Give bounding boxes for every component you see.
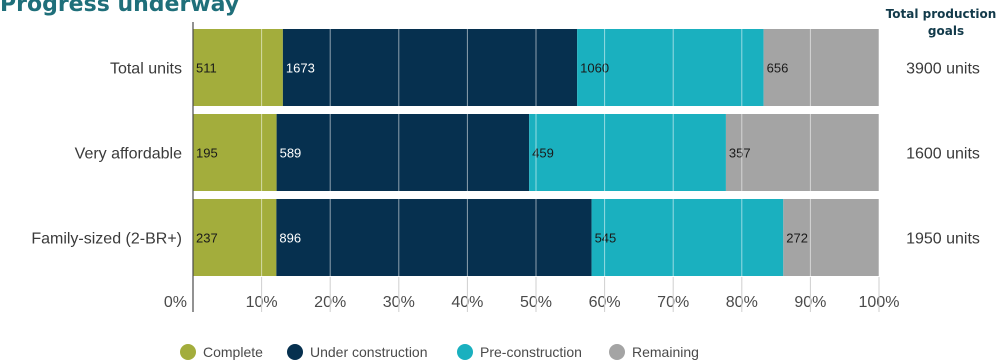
category-label: Very affordable [75,146,182,163]
bar-segment [763,29,879,106]
gridlines [192,22,880,312]
bar-segment [529,114,726,191]
data-label: 545 [595,231,617,246]
data-label: 656 [767,61,789,76]
bar-segment [591,199,784,276]
legend-label: Complete [203,344,263,360]
data-label: 896 [279,231,301,246]
data-label: 589 [280,146,302,161]
bar-segment [282,29,578,106]
legend-marker [457,344,473,360]
bar-segment [577,29,764,106]
legend-marker [180,344,196,360]
x-tick-labels: 0% 10% 20% 30% 40% 50% 60% 70% 80% 90% 100% [164,294,900,311]
legend: Complete Under construction Pre-constructi… [180,344,699,360]
legend-label: Pre-construction [480,344,582,360]
x-tick-label: 0% [164,294,187,311]
data-label: 272 [786,231,808,246]
bars: 511 1673 1060 656 195 589 459 357 237 896 545 272 [193,29,879,276]
bar-segment [193,29,283,106]
category-label: Total units [110,61,182,78]
bar-segment [783,199,879,276]
goal-label: 1600 units [906,146,980,163]
data-label: 1673 [286,61,315,76]
data-label: 357 [729,146,751,161]
chart-title: Progress underway [0,0,239,17]
legend-label: Remaining [632,344,699,360]
data-label: 237 [196,231,218,246]
bar-segment [725,114,879,191]
bar-segment [193,114,277,191]
data-label: 511 [196,61,217,76]
legend-marker [287,344,303,360]
bar-segment [193,199,277,276]
goals-header: Total production goals [886,7,997,38]
data-label: 459 [532,146,554,161]
data-label: 195 [196,146,218,161]
category-label: Family-sized (2-BR+) [31,231,182,248]
bar-segment [276,199,592,276]
goals-header-line: goals [928,24,964,38]
bar-segment [276,114,530,191]
goal-label: 3900 units [906,61,980,78]
category-labels: Total units Very affordable Family-sized (… [31,61,182,248]
goal-labels: 3900 units 1600 units 1950 units [906,61,980,248]
data-label: 1060 [580,61,609,76]
legend-label: Under construction [310,344,428,360]
goal-label: 1950 units [906,231,980,248]
legend-marker [609,344,625,360]
goals-header-line: Total production [886,7,997,21]
